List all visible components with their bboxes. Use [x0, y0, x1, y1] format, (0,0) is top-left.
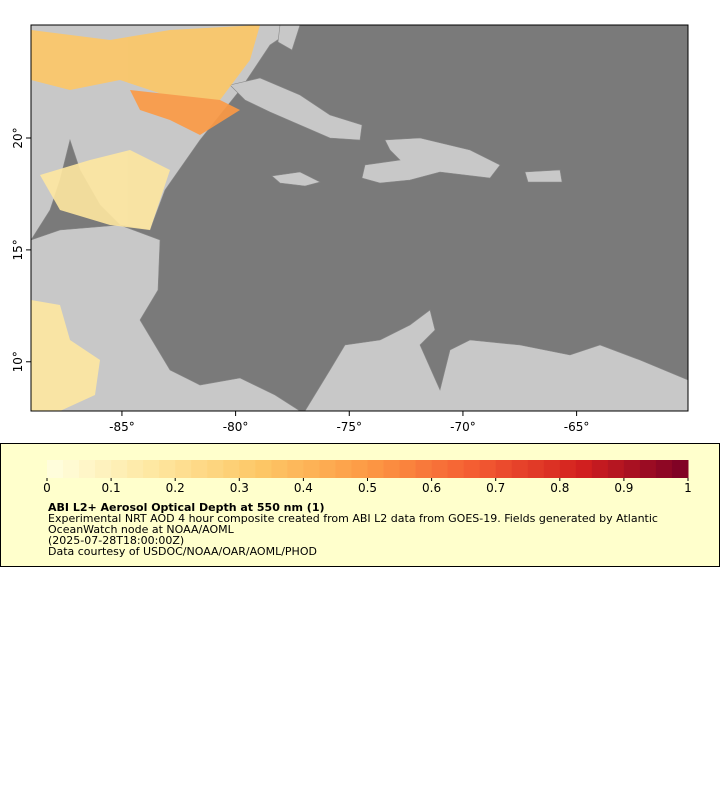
colorbar-cell [383, 460, 401, 478]
legend-line: Data courtesy of USDOC/NOAA/OAR/AOML/PHO… [48, 545, 317, 558]
colorbar-cell [223, 460, 240, 478]
hispaniola [361, 137, 501, 184]
colorbar-cell [495, 460, 513, 478]
colorbar-cell [175, 460, 192, 478]
x-tick-label: -75° [336, 420, 362, 434]
colorbar-tick-label: 0.3 [230, 481, 249, 495]
colorbar-cell [607, 460, 625, 478]
colorbar-cell [367, 460, 385, 478]
legend-line: Experimental NRT AOD 4 hour composite cr… [48, 512, 658, 525]
colorbar-cell [303, 460, 320, 478]
colorbar-cell [447, 460, 465, 478]
colorbar-cell [431, 460, 449, 478]
colorbar-tick-label: 0.6 [422, 481, 441, 495]
colorbar-cell [287, 460, 304, 478]
x-tick-label: -70° [450, 420, 476, 434]
colorbar-tick-label: 1 [684, 481, 692, 495]
puerto-rico [524, 169, 563, 183]
aerosol-patch [130, 90, 240, 135]
x-tick-label: -65° [564, 420, 590, 434]
colorbar-cell [623, 460, 641, 478]
colorbar-cell [255, 460, 272, 478]
aerosol-patches [31, 25, 260, 411]
colorbar-cell [79, 460, 96, 478]
aerosol-patch [31, 300, 100, 411]
x-tick-label: -85° [109, 420, 135, 434]
colorbar-tick-label: 0.2 [166, 481, 185, 495]
colorbar-cell [463, 460, 481, 478]
colorbar-cell [207, 460, 224, 478]
colorbar-tick-label: 0 [43, 481, 51, 495]
colorbar-cell [191, 460, 208, 478]
colorbar-cell [111, 460, 128, 478]
y-tick-label: 15° [11, 239, 25, 260]
colorbar-cell [511, 460, 529, 478]
colorbar-cell [159, 460, 176, 478]
aerosol-patch [31, 25, 260, 100]
y-tick-label: 20° [11, 127, 25, 148]
legend-line: (2025-07-28T18:00:00Z) [48, 534, 184, 547]
colorbar-cell [319, 460, 336, 478]
colorbar-cell [239, 460, 256, 478]
colorbar-tick-label: 0.5 [358, 481, 377, 495]
south-america [304, 309, 689, 412]
colorbar-cell [479, 460, 497, 478]
colorbar-cell [143, 460, 160, 478]
y-tick-label: 10° [11, 351, 25, 372]
legend-title: ABI L2+ Aerosol Optical Depth at 550 nm … [48, 501, 325, 514]
jamaica [271, 171, 321, 187]
colorbar-tick-label: 0.7 [486, 481, 505, 495]
aerosol-patch [40, 150, 170, 230]
colorbar-tick-label: 0.1 [102, 481, 121, 495]
x-tick-label: -80° [223, 420, 249, 434]
colorbar-tick-label: 0.8 [550, 481, 569, 495]
colorbar-cell [271, 460, 288, 478]
colorbar-cell [63, 460, 80, 478]
colorbar-cell [95, 460, 112, 478]
colorbar-cell [127, 460, 144, 478]
colorbar-cell [527, 460, 545, 478]
legend-line: OceanWatch node at NOAA/AOML [48, 523, 235, 536]
colorbar-cell [671, 460, 689, 478]
colorbar-cell [415, 460, 433, 478]
colorbar-cell [639, 460, 657, 478]
colorbar-tick-label: 0.9 [614, 481, 633, 495]
colorbar-cell [559, 460, 577, 478]
colorbar-cell [575, 460, 593, 478]
colorbar-cell [351, 460, 368, 478]
colorbar-cell [335, 460, 352, 478]
colorbar-cell [543, 460, 561, 478]
colorbar-cell [655, 460, 673, 478]
colorbar-cell [399, 460, 417, 478]
cuba [229, 77, 363, 141]
colorbar-cell [591, 460, 609, 478]
colorbar-tick-label: 0.4 [294, 481, 313, 495]
map-frame [30, 24, 689, 412]
colorbar-cell [47, 460, 64, 478]
